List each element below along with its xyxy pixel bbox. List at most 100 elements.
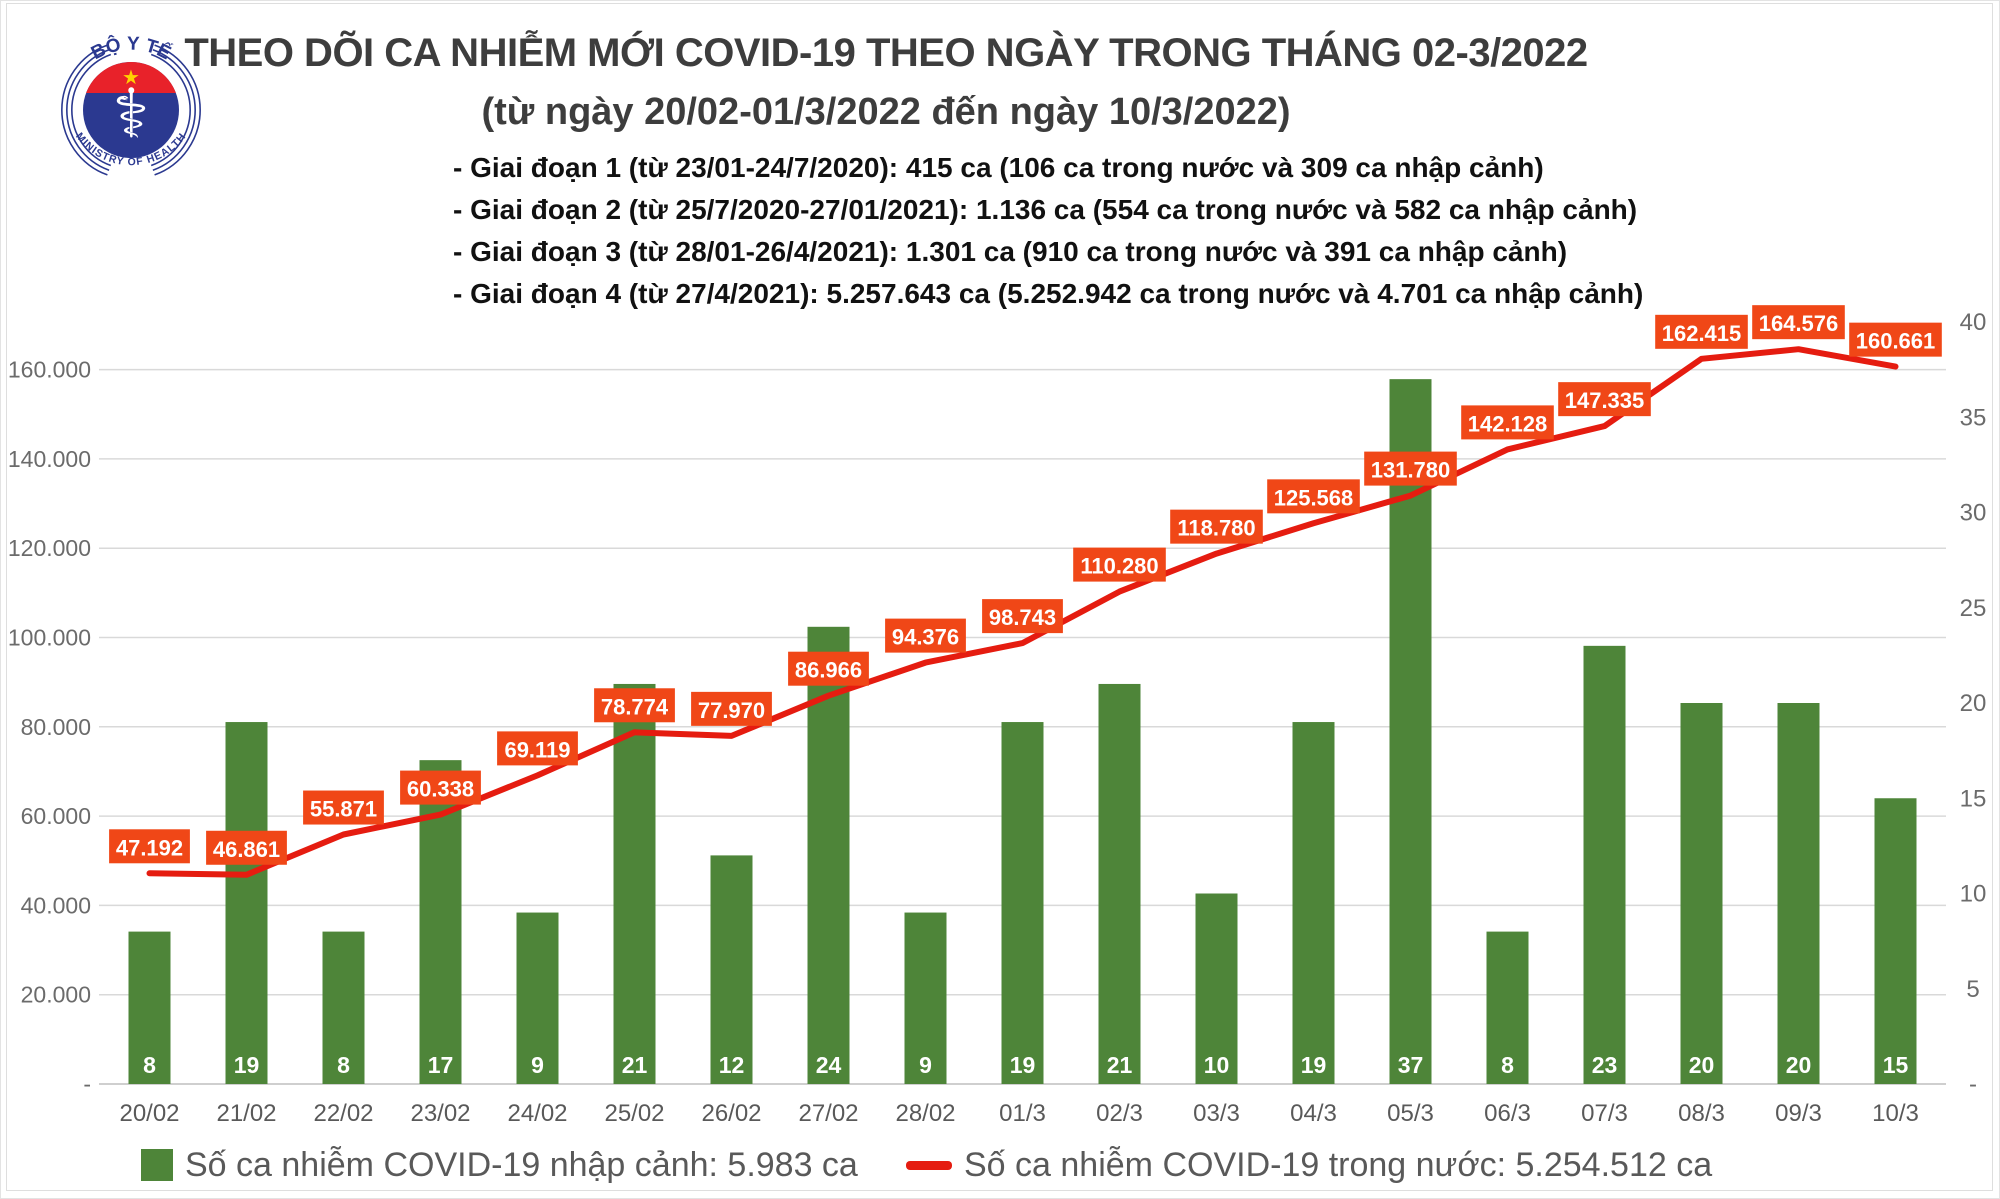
- right-axis-tick-label: -: [1969, 1071, 1977, 1098]
- bar-imported-cases: [1874, 798, 1917, 1084]
- line-point-badge-label: 69.119: [504, 737, 570, 762]
- line-point-badge-label: 118.780: [1177, 516, 1255, 541]
- line-point-badge: [594, 688, 675, 723]
- bar-value-label: 12: [719, 1052, 745, 1078]
- line-point-badge: [400, 770, 481, 805]
- x-axis-label: 04/3: [1290, 1100, 1337, 1127]
- bar-imported-cases: [710, 855, 753, 1084]
- right-axis-tick-label: 5: [1966, 976, 1979, 1003]
- logo-red-cap: [86, 61, 176, 93]
- left-axis-tick-label: -: [83, 1071, 91, 1097]
- bar-imported-cases: [1680, 703, 1723, 1084]
- x-axis-label: 26/02: [701, 1100, 761, 1127]
- x-axis-label: 27/02: [798, 1100, 858, 1127]
- bar-value-label: 8: [143, 1052, 156, 1078]
- bar-value-label: 8: [1501, 1052, 1514, 1078]
- line-point-badge-label: 147.335: [1565, 388, 1645, 413]
- bar-imported-cases: [128, 931, 171, 1084]
- bar-imported-cases: [1486, 931, 1529, 1084]
- line-point-badge: [1073, 547, 1166, 582]
- bar-imported-cases: [1583, 645, 1626, 1084]
- bar-value-label: 15: [1883, 1052, 1909, 1078]
- left-axis-tick-label: 160.000: [8, 357, 91, 383]
- x-axis-label: 23/02: [410, 1100, 470, 1127]
- line-point-badge-label: 142.128: [1468, 411, 1548, 436]
- domestic-cases-line: [146, 346, 1899, 878]
- logo-star-icon: ★: [122, 67, 140, 89]
- bar-imported-cases: [1195, 893, 1238, 1084]
- legend-item-domestic-cases: Số ca nhiễm COVID-19 trong nước: 5.254.5…: [906, 1139, 1712, 1191]
- line-point-badge: [1461, 405, 1554, 440]
- x-axis-label: 09/3: [1775, 1100, 1822, 1127]
- bar-imported-cases: [613, 683, 656, 1084]
- bar-value-label: 20: [1689, 1052, 1715, 1078]
- x-axis-label: 05/3: [1387, 1100, 1434, 1127]
- bar-imported-cases: [904, 912, 947, 1084]
- bar-imported-cases: [225, 722, 268, 1084]
- left-axis-tick-label: 140.000: [8, 446, 91, 472]
- logo-arcs: [61, 44, 201, 176]
- bar-value-label: 9: [531, 1052, 544, 1078]
- bar-value-label: 19: [234, 1052, 260, 1078]
- phase-note-2: - Giai đoạn 2 (từ 25/7/2020-27/01/2021):…: [453, 194, 1638, 225]
- line-point-badge: [982, 599, 1063, 634]
- line-point-badge: [206, 830, 287, 865]
- bar-value-label: 21: [1107, 1052, 1133, 1078]
- right-axis-tick-label: 25: [1960, 595, 1987, 622]
- bar-value-label: 8: [337, 1052, 350, 1078]
- bar-value-label: 37: [1398, 1052, 1424, 1078]
- left-axis-tick-label: 40.000: [21, 892, 91, 918]
- line-point-badge-label: 60.338: [407, 777, 474, 802]
- line-point-badge: [885, 618, 966, 653]
- legend-label-domestic: Số ca nhiễm COVID-19 trong nước: 5.254.5…: [964, 1145, 1713, 1184]
- page-title: THEO DÕI CA NHIỄM MỚI COVID-19 THEO NGÀY…: [184, 31, 1588, 75]
- x-axis-label: 10/3: [1872, 1100, 1919, 1127]
- bar-imported-cases: [1292, 722, 1335, 1084]
- x-axis-label: 07/3: [1581, 1100, 1628, 1127]
- logo-caduceus-icon: ⚕: [113, 76, 150, 152]
- x-axis-label: 20/02: [119, 1100, 179, 1127]
- left-axis-tick-label: 120.000: [8, 535, 91, 561]
- x-axis-label: 22/02: [313, 1100, 373, 1127]
- line-point-badge: [1267, 479, 1360, 514]
- page-subtitle: (từ ngày 20/02-01/3/2022 đến ngày 10/3/2…: [481, 91, 1291, 133]
- left-axis-tick-label: 100.000: [8, 625, 91, 651]
- line-point-badge: [691, 691, 772, 726]
- right-axis-tick-label: 35: [1960, 404, 1987, 431]
- line-point-badge: [1752, 305, 1845, 340]
- bar-imported-cases: [1098, 683, 1141, 1084]
- line-point-badge-label: 78.774: [601, 694, 669, 719]
- line-point-badge: [1849, 322, 1942, 357]
- line-point-badge: [1655, 314, 1748, 349]
- bar-value-label: 19: [1301, 1052, 1327, 1078]
- right-axis-tick-label: 15: [1960, 785, 1987, 812]
- bar-value-label: 21: [622, 1052, 648, 1078]
- x-axis-label: 08/3: [1678, 1100, 1725, 1127]
- left-axis-tick-label: 20.000: [21, 982, 91, 1008]
- bar-value-label: 10: [1204, 1052, 1230, 1078]
- line-point-badge-label: 162.415: [1662, 321, 1742, 346]
- bar-value-label: 20: [1786, 1052, 1812, 1078]
- legend-label-imported: Số ca nhiễm COVID-19 nhập cảnh: 5.983 ca: [185, 1145, 858, 1184]
- line-point-badge: [109, 829, 190, 864]
- line-point-badge-label: 160.661: [1856, 329, 1936, 354]
- line-point-badge: [788, 651, 869, 686]
- bar-imported-cases: [1777, 703, 1820, 1084]
- line-point-badge-label: 98.743: [989, 605, 1056, 630]
- line-point-badge: [1170, 509, 1263, 544]
- right-axis-tick-label: 10: [1960, 881, 1987, 908]
- right-axis-tick-label: 20: [1960, 690, 1987, 717]
- x-axis-label: 24/02: [507, 1100, 567, 1127]
- x-axis-label: 06/3: [1484, 1100, 1531, 1127]
- phase-note-3: - Giai đoạn 3 (từ 28/01-26/4/2021): 1.30…: [453, 236, 1568, 267]
- left-axis-tick-label: 80.000: [21, 714, 91, 740]
- line-point-badge-label: 164.576: [1759, 311, 1839, 336]
- bar-imported-cases: [516, 912, 559, 1084]
- chart-legend: Số ca nhiễm COVID-19 nhập cảnh: 5.983 ca…: [1, 1139, 1999, 1191]
- right-axis-tick-label: 30: [1960, 500, 1987, 527]
- line-point-badge: [1364, 451, 1457, 486]
- x-axis-label: 03/3: [1193, 1100, 1240, 1127]
- x-axis-label: 01/3: [999, 1100, 1046, 1127]
